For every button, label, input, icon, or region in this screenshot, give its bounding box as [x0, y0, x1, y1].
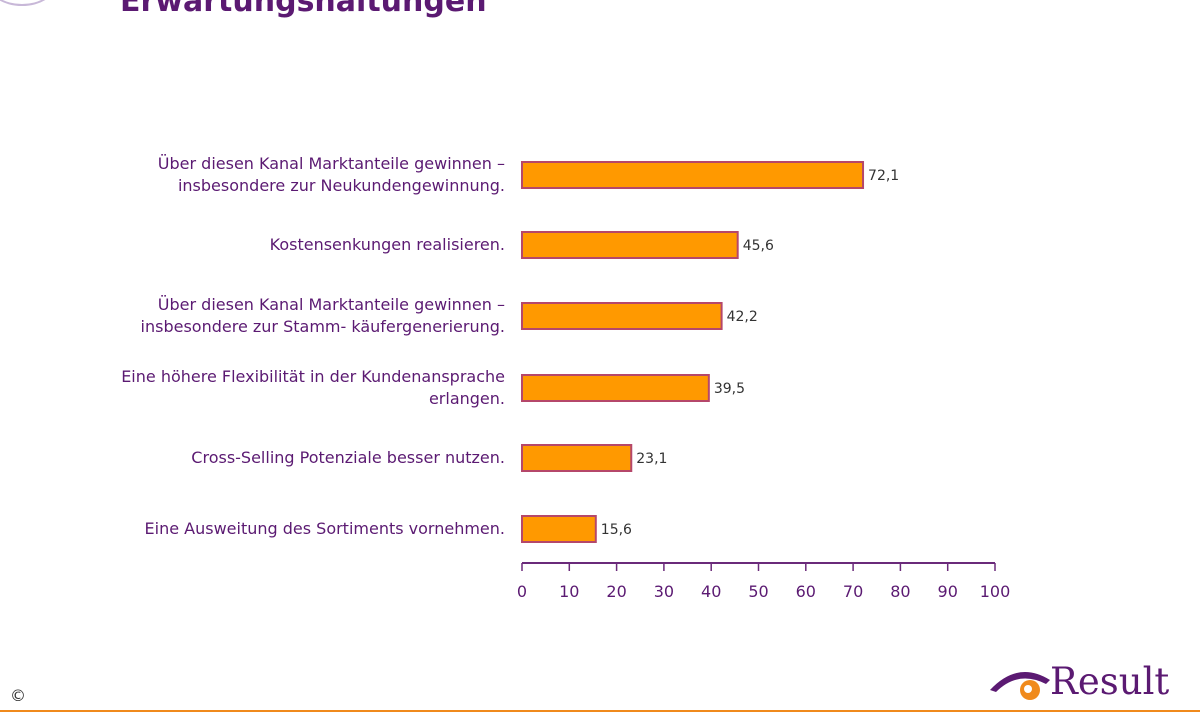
bar: [521, 515, 597, 543]
result-eye-icon: [990, 672, 1050, 700]
category-label-line: Über diesen Kanal Marktanteile gewinnen …: [158, 154, 505, 173]
category-label-line: Über diesen Kanal Marktanteile gewinnen …: [158, 295, 505, 314]
x-tick-label: 40: [701, 582, 721, 601]
category-label-line: Eine Ausweitung des Sortiments vornehmen…: [145, 519, 505, 538]
category-label: Über diesen Kanal Marktanteile gewinnen …: [158, 154, 505, 195]
logo-text: Result: [1050, 660, 1170, 703]
category-label-line: insbesondere zur Neukundengewinnung.: [178, 176, 505, 195]
category-label: Eine höhere Flexibilität in der Kundenan…: [121, 367, 505, 408]
category-label-line: erlangen.: [429, 389, 505, 408]
data-label: 23,1: [636, 451, 667, 467]
x-tick-label: 10: [559, 582, 579, 601]
category-label-line: Kostensenkungen realisieren.: [270, 235, 505, 254]
footer-rule: [0, 710, 1200, 712]
data-label: 45,6: [743, 238, 774, 254]
data-label: 42,2: [727, 309, 758, 325]
data-label: 15,6: [601, 522, 632, 538]
data-label: 72,1: [868, 168, 899, 184]
x-tick-label: 0: [517, 582, 527, 601]
category-label-line: Eine höhere Flexibilität in der Kundenan…: [121, 367, 505, 386]
bar: [521, 444, 633, 472]
category-label-line: Cross-Selling Potenziale besser nutzen.: [191, 448, 505, 467]
category-label: Cross-Selling Potenziale besser nutzen.: [191, 448, 505, 467]
x-tick-label: 90: [938, 582, 958, 601]
x-tick-label: 50: [748, 582, 768, 601]
category-label: Eine Ausweitung des Sortiments vornehmen…: [145, 519, 505, 538]
bar: [521, 302, 723, 330]
x-tick-label: 20: [606, 582, 626, 601]
x-tick-label: 60: [796, 582, 816, 601]
x-tick-label: 70: [843, 582, 863, 601]
category-label-line: insbesondere zur Stamm- käufergenerierun…: [141, 317, 505, 336]
category-label: Über diesen Kanal Marktanteile gewinnen …: [141, 295, 505, 336]
data-label: 39,5: [714, 381, 745, 397]
category-label: Kostensenkungen realisieren.: [270, 235, 505, 254]
bar: [521, 374, 710, 402]
result-logo: Result: [988, 660, 1188, 706]
copyright-symbol: ©: [10, 686, 26, 705]
x-tick-label: 30: [654, 582, 674, 601]
bar: [521, 231, 739, 259]
bar: [521, 161, 865, 189]
x-tick-label: 100: [980, 582, 1011, 601]
page-title: Erwartungshaltungen: [120, 0, 487, 19]
bar-chart: Über diesen Kanal Marktanteile gewinnen …: [121, 154, 1011, 601]
x-tick-label: 80: [890, 582, 910, 601]
